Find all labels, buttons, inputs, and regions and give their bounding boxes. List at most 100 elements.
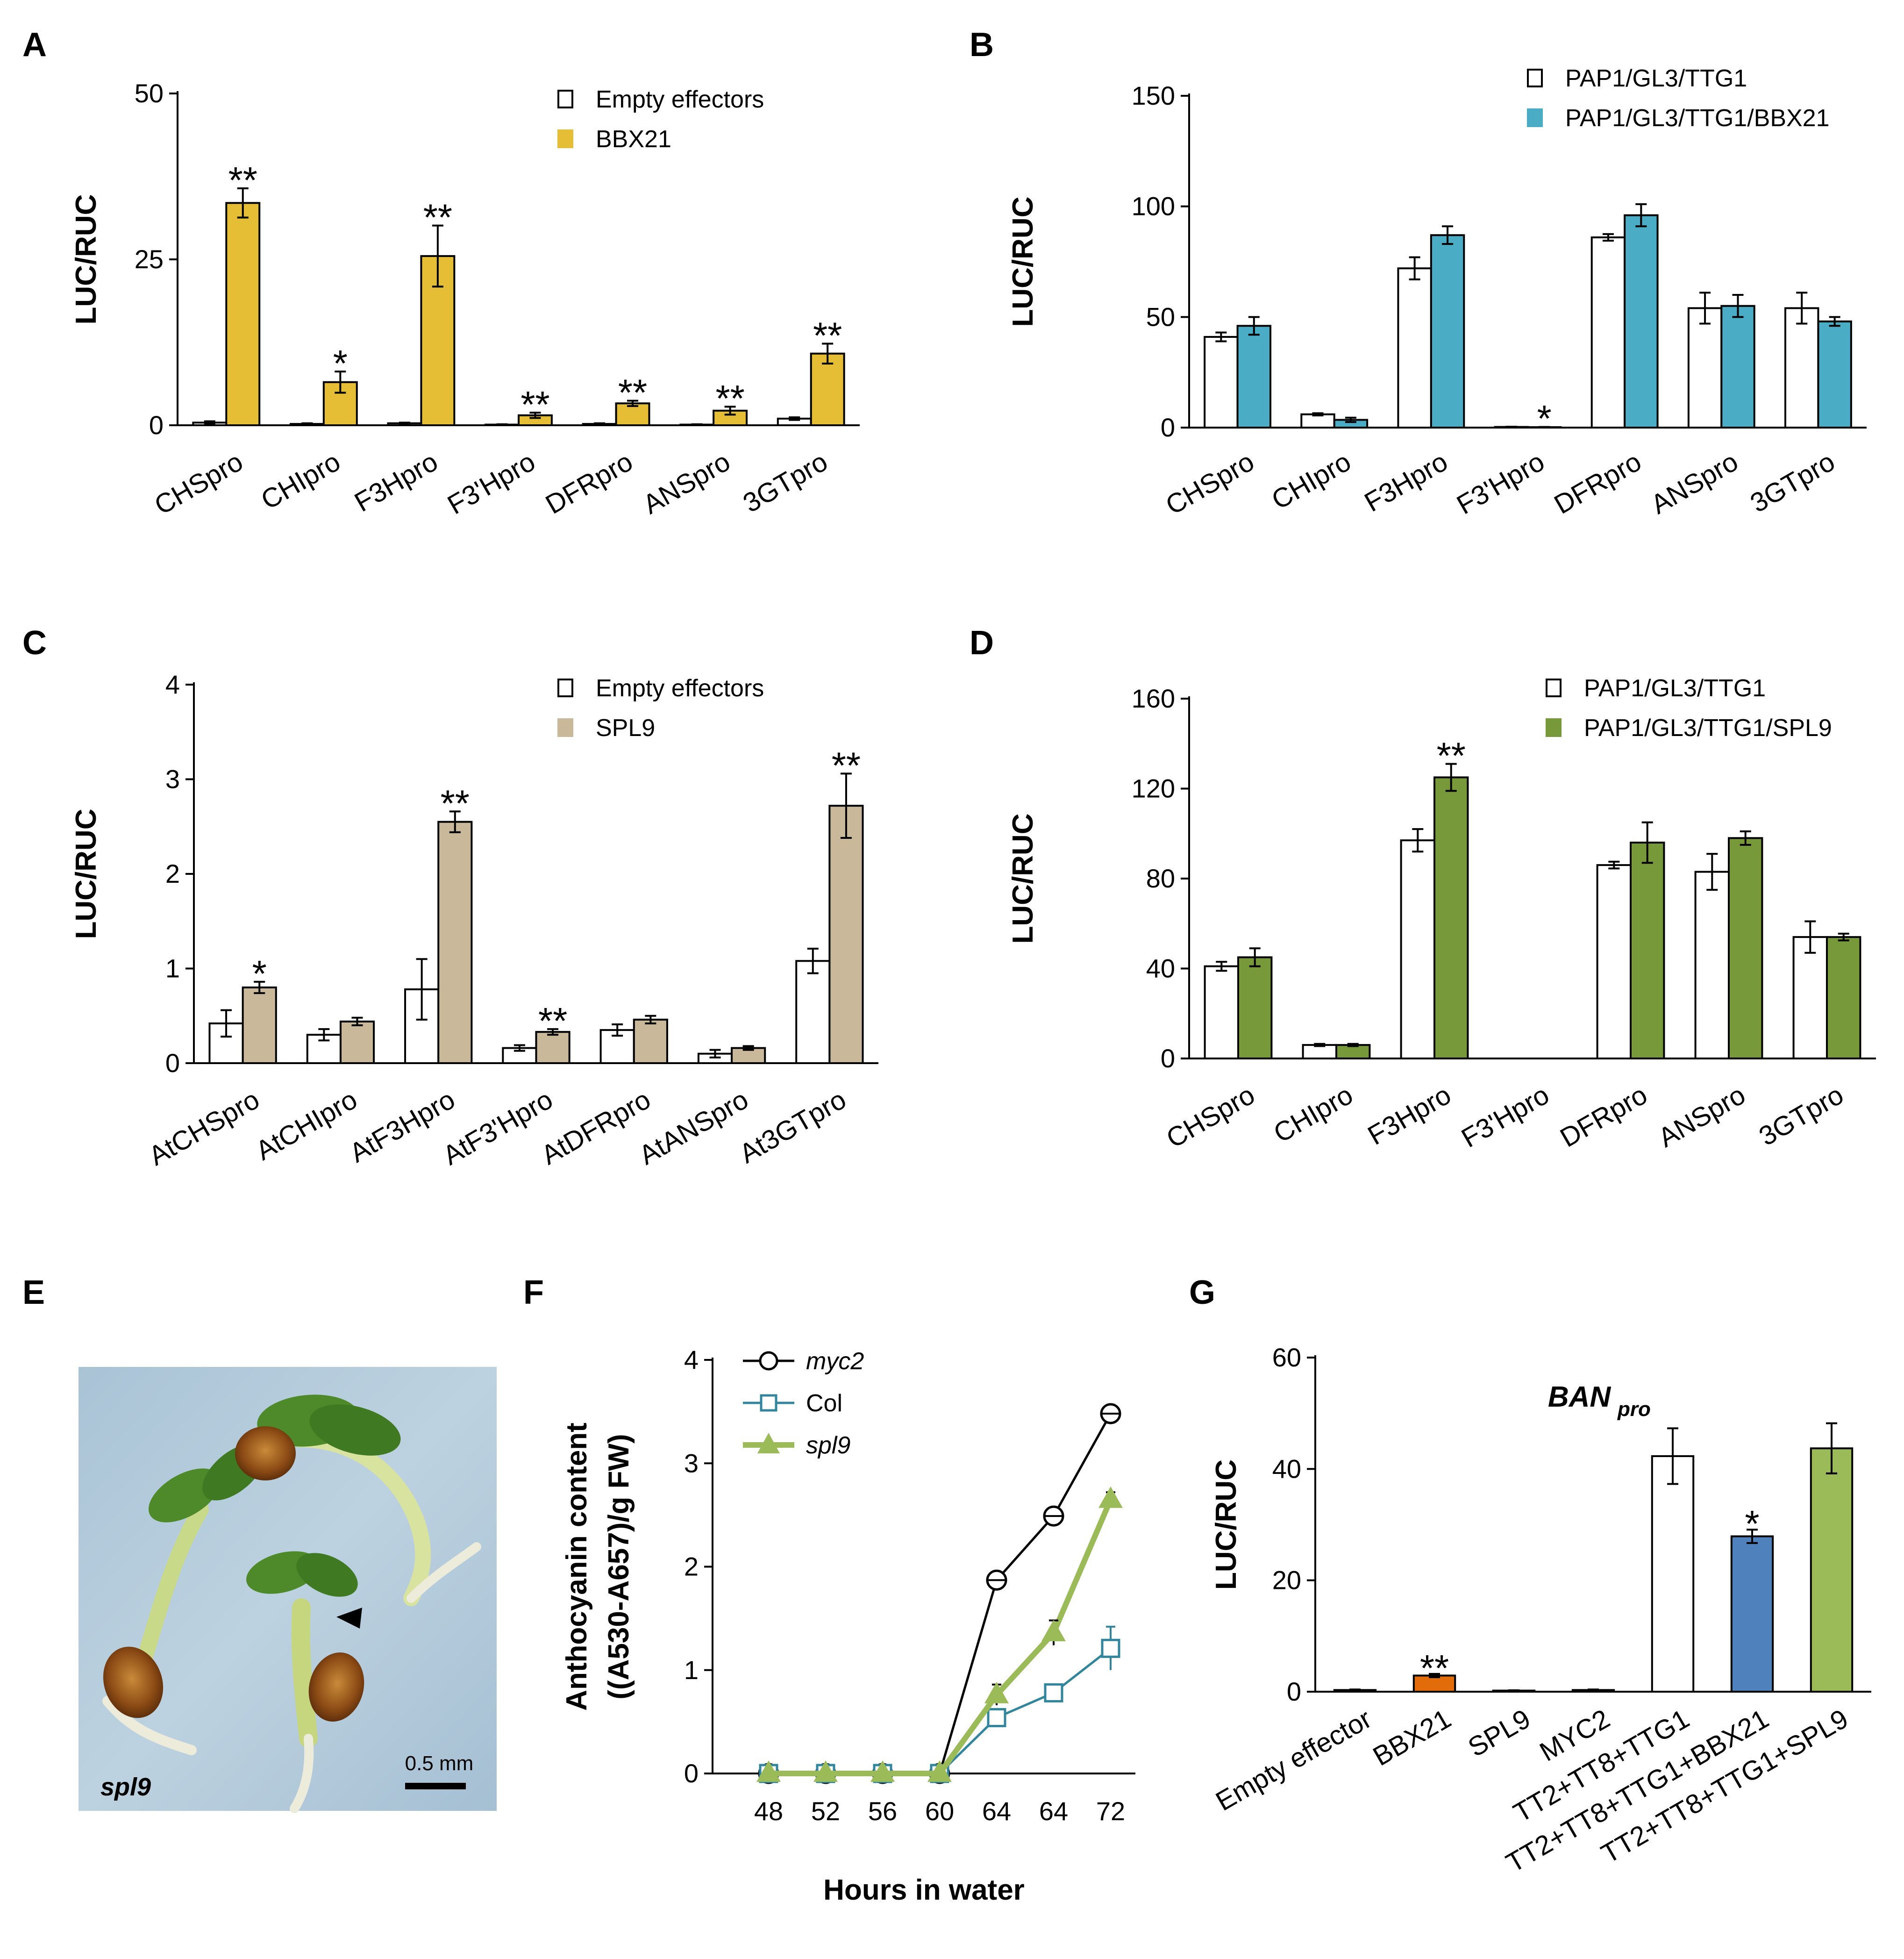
seedling-hypocotyl-left — [132, 1501, 209, 1681]
y-axis-label: LUC/RUC — [70, 809, 102, 939]
bar — [795, 960, 831, 1065]
data-point — [927, 1760, 952, 1782]
seed-coat-left — [103, 1646, 164, 1718]
significance-marker: ** — [423, 197, 452, 238]
legend-label: SPL9 — [596, 715, 655, 742]
category-label: 3GTpro — [738, 446, 833, 519]
bar — [615, 402, 650, 427]
legend-label: Empty effectors — [596, 675, 764, 702]
bar — [1400, 839, 1436, 1059]
bar — [1397, 267, 1432, 429]
bar — [1624, 214, 1659, 429]
y-tick-label: 0 — [1287, 1677, 1301, 1706]
y-tick-label: 80 — [1146, 864, 1175, 893]
x-tick-label: 52 — [811, 1796, 840, 1826]
bar — [1596, 864, 1632, 1059]
y-axis-label: LUC/RUC — [70, 194, 102, 325]
y-tick-label: 3 — [684, 1448, 699, 1478]
data-point — [813, 1760, 838, 1782]
significance-marker: ** — [813, 315, 842, 356]
y-tick-label: 50 — [1146, 302, 1175, 331]
category-label: AtDFRpro — [536, 1084, 656, 1171]
seed-coat-center — [308, 1652, 364, 1722]
y-tick-label: 160 — [1132, 684, 1175, 713]
y-tick-label: 1 — [165, 954, 180, 983]
bar — [1204, 965, 1240, 1059]
significance-marker: * — [1745, 1503, 1759, 1544]
category-label: DFRpro — [1549, 446, 1646, 520]
y-tick-label: 0 — [165, 1048, 180, 1078]
data-point — [1041, 1620, 1066, 1642]
chart-b: 0 50 100 150 LUC/RUC CHSpro CHIpro F3HproF3'Hpr… — [1007, 65, 1867, 521]
legend-label: PAP1/GL3/TTG1 — [1565, 65, 1747, 92]
significance-marker: ** — [832, 744, 861, 786]
y-tick-label: 50 — [135, 79, 164, 108]
y-tick-label: 2 — [165, 859, 180, 888]
legend-swatch — [1527, 108, 1543, 127]
bar — [225, 202, 261, 426]
category-label: 3GTpro — [1754, 1080, 1849, 1152]
y-tick-label: 25 — [135, 244, 164, 274]
legend-swatch — [1527, 69, 1543, 87]
category-label: ANSpro — [638, 446, 735, 520]
category-label: F3Hpro — [1363, 1080, 1456, 1151]
bar — [242, 987, 277, 1064]
bar — [1694, 871, 1730, 1059]
bar — [1237, 956, 1273, 1059]
bar — [1826, 936, 1861, 1059]
legend-label: spl9 — [806, 1432, 850, 1459]
panel-letter-a: A — [22, 26, 47, 64]
bar — [437, 821, 473, 1064]
bar — [1810, 1447, 1854, 1693]
x-tick-label: 64 — [1039, 1796, 1068, 1826]
bar — [535, 1031, 570, 1065]
category-label: CHSpro — [1161, 1080, 1260, 1154]
panel-letter-g: G — [1189, 1274, 1215, 1311]
category-label: CHSpro — [1161, 446, 1259, 521]
bar — [1630, 842, 1665, 1059]
data-point — [1101, 1638, 1120, 1658]
category-label: AtF3Hpro — [344, 1084, 460, 1168]
bar — [1236, 325, 1272, 429]
category-label: F3'Hpro — [1456, 1080, 1555, 1154]
chart-title: BAN — [1548, 1381, 1612, 1413]
cotyledon-center-b — [296, 1553, 358, 1597]
category-label: AtF3'Hpro — [438, 1084, 558, 1171]
category-label: At3GTpro — [735, 1084, 851, 1169]
panel-letter-b: B — [970, 26, 994, 64]
arrowhead-marker — [336, 1608, 362, 1629]
data-point — [1098, 1486, 1123, 1508]
chart-c: 0 1 2 3 4 LUC/RUC AtCHSproAtCHIproAtF3HproAtF3… — [70, 670, 878, 1172]
data-point — [987, 1708, 1006, 1728]
legend-label: BBX21 — [596, 126, 671, 153]
legend-label: PAP1/GL3/TTG1/BBX21 — [1565, 105, 1830, 132]
bar — [1335, 1044, 1371, 1059]
scale-bar-label: 0.5 mm — [405, 1752, 474, 1775]
y-tick-label: 2 — [684, 1552, 699, 1581]
bar — [828, 805, 864, 1064]
category-label: AtCHIpro — [250, 1084, 362, 1166]
data-point — [1044, 1683, 1063, 1702]
legend-swatch — [1546, 679, 1562, 697]
y-axis-label-line-1: Anthocyanin content — [561, 1423, 593, 1711]
panel-letter-e: E — [22, 1274, 45, 1311]
chart-title-subscript: pro — [1617, 1398, 1651, 1421]
y-axis-label: LUC/RUC — [1210, 1459, 1242, 1590]
significance-marker: ** — [228, 159, 257, 201]
x-axis-label: Hours in water — [823, 1874, 1025, 1906]
bar — [1651, 1455, 1695, 1693]
category-label: F3'Hpro — [1452, 446, 1550, 521]
y-axis-label: LUC/RUC — [1007, 814, 1039, 944]
category-label: F3Hpro — [1359, 446, 1453, 518]
y-tick-label: 0 — [684, 1759, 699, 1788]
category-label: CHIpro — [1269, 1080, 1358, 1149]
category-label: CHIpro — [256, 446, 346, 515]
seedling-root-center — [290, 1734, 314, 1813]
seedling-photo: spl9 0.5 mm — [78, 1367, 497, 1813]
legend-marker — [757, 1433, 780, 1453]
data-point — [756, 1760, 781, 1782]
cotyledon-left-a — [149, 1468, 221, 1523]
category-label: CHIpro — [1267, 446, 1356, 515]
bar — [1720, 305, 1755, 429]
